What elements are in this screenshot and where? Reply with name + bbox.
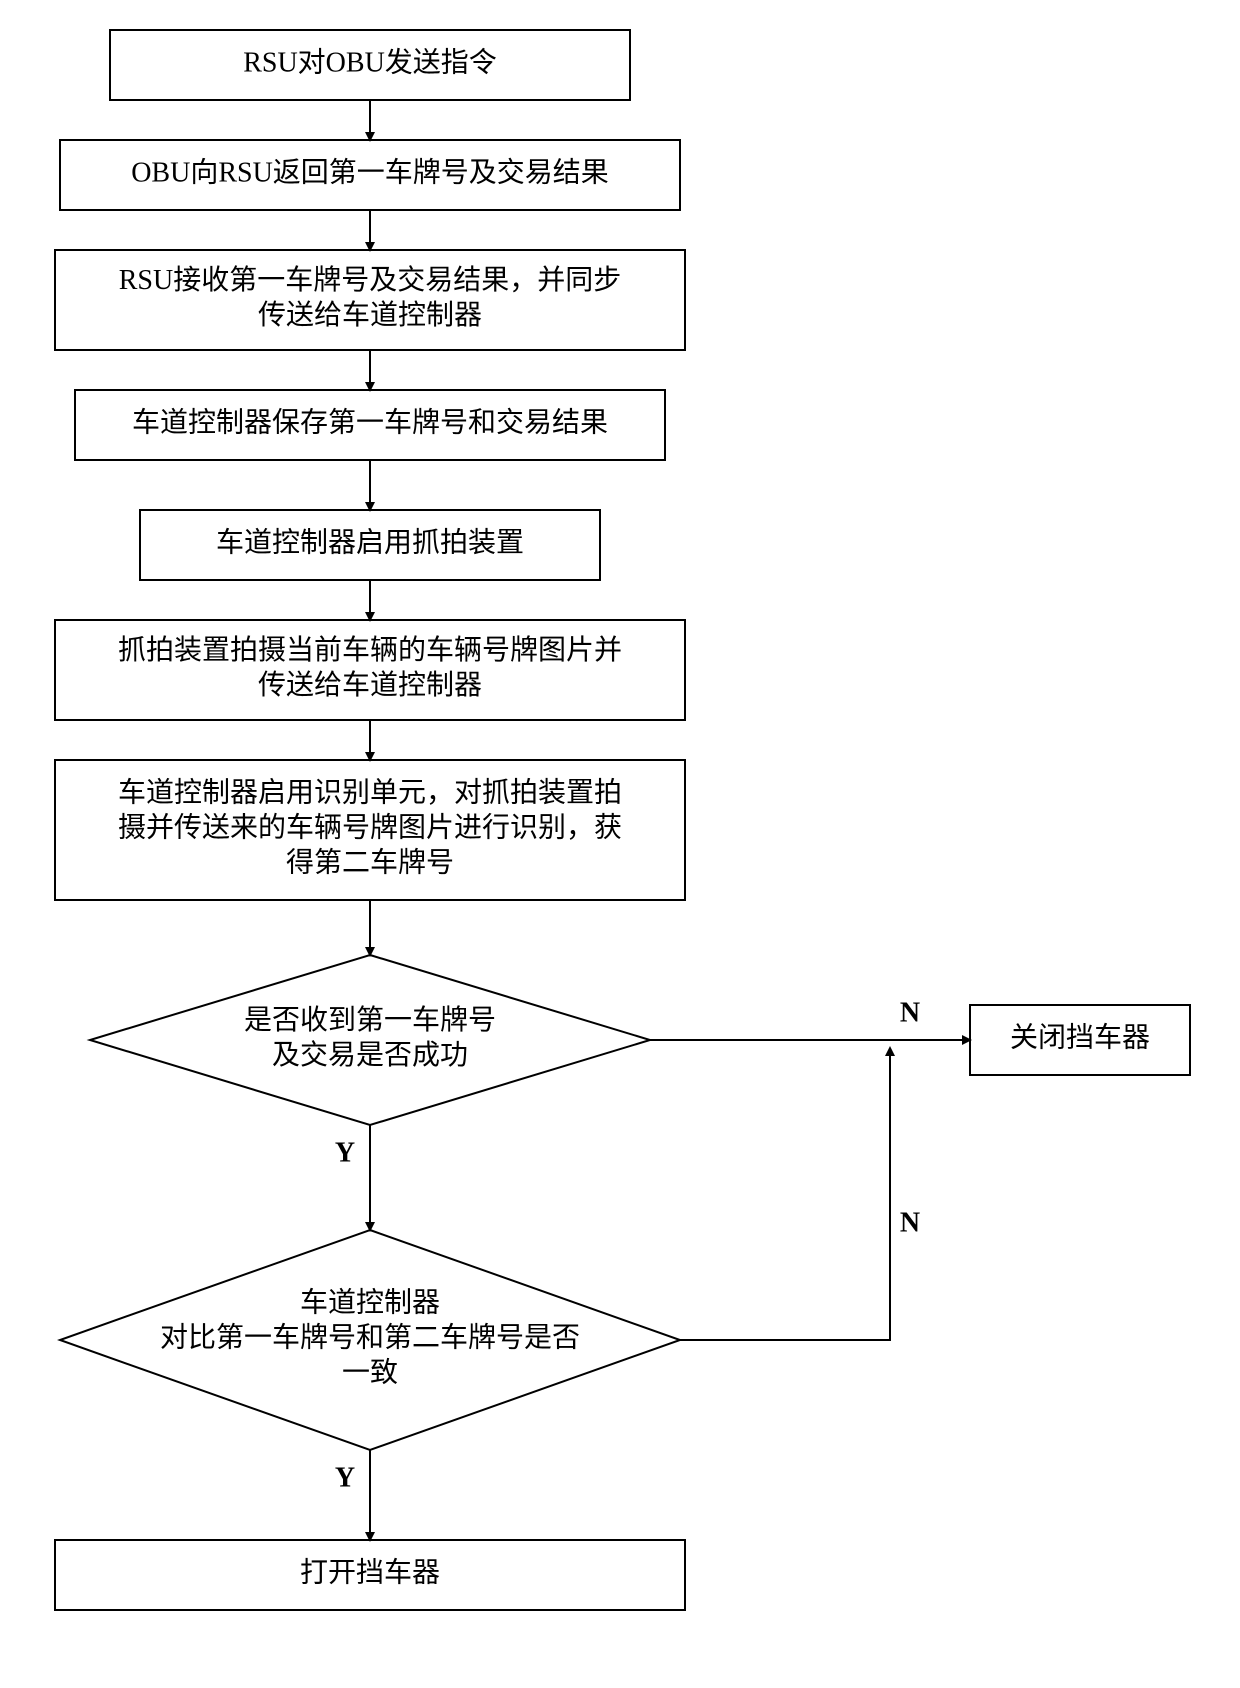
node-n6-line-1: 传送给车道控制器 — [258, 669, 482, 701]
node-d1-line-0: 是否收到第一车牌号 — [244, 1004, 496, 1036]
edge-10-label: N — [900, 1207, 920, 1238]
node-d2-line-2: 一致 — [342, 1356, 398, 1388]
node-n2-line-0: OBU向RSU返回第一车牌号及交易结果 — [131, 156, 609, 188]
node-n6-line-0: 抓拍装置拍摄当前车辆的车辆号牌图片并 — [118, 634, 622, 666]
node-d2-line-0: 车道控制器 — [300, 1286, 440, 1318]
node-n7-line-1: 摄并传送来的车辆号牌图片进行识别，获 — [118, 811, 622, 843]
node-n7-line-0: 车道控制器启用识别单元，对抓拍装置拍 — [118, 776, 622, 808]
edge-8-label: Y — [335, 1462, 355, 1493]
flowchart-canvas: RSU对OBU发送指令 OBU向RSU返回第一车牌号及交易结果 RSU接收第一车牌号… — [0, 0, 1240, 1688]
node-n8-line-0: 打开挡车器 — [300, 1556, 440, 1588]
edge-7-label: Y — [335, 1137, 355, 1168]
node-n3-line-0: RSU接收第一车牌号及交易结果，并同步 — [119, 264, 621, 296]
node-d2-line-1: 对比第一车牌号和第二车牌号是否 — [160, 1321, 580, 1353]
node-n5-line-0: 车道控制器启用抓拍装置 — [216, 526, 524, 558]
edge-9-label: N — [900, 997, 920, 1028]
node-n9-line-0: 关闭挡车器 — [1010, 1021, 1150, 1053]
edge-10 — [680, 1048, 890, 1340]
node-n7-line-2: 得第二车牌号 — [286, 846, 454, 878]
node-n3-line-1: 传送给车道控制器 — [258, 299, 482, 331]
node-d1-line-1: 及交易是否成功 — [272, 1039, 468, 1071]
node-n4-line-0: 车道控制器保存第一车牌号和交易结果 — [132, 406, 608, 438]
node-n1-line-0: RSU对OBU发送指令 — [243, 46, 497, 78]
